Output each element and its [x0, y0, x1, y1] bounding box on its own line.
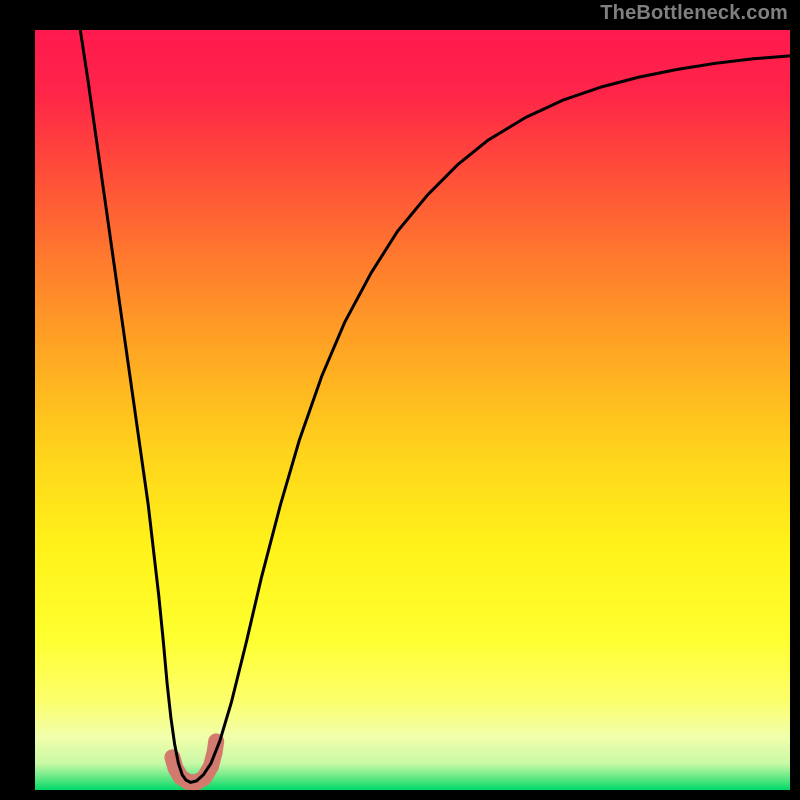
watermark-text: TheBottleneck.com	[600, 2, 788, 25]
chart-frame: TheBottleneck.com	[0, 0, 800, 800]
bottleneck-curve	[80, 30, 790, 782]
curve-layer	[35, 30, 790, 790]
plot-area	[35, 30, 790, 790]
